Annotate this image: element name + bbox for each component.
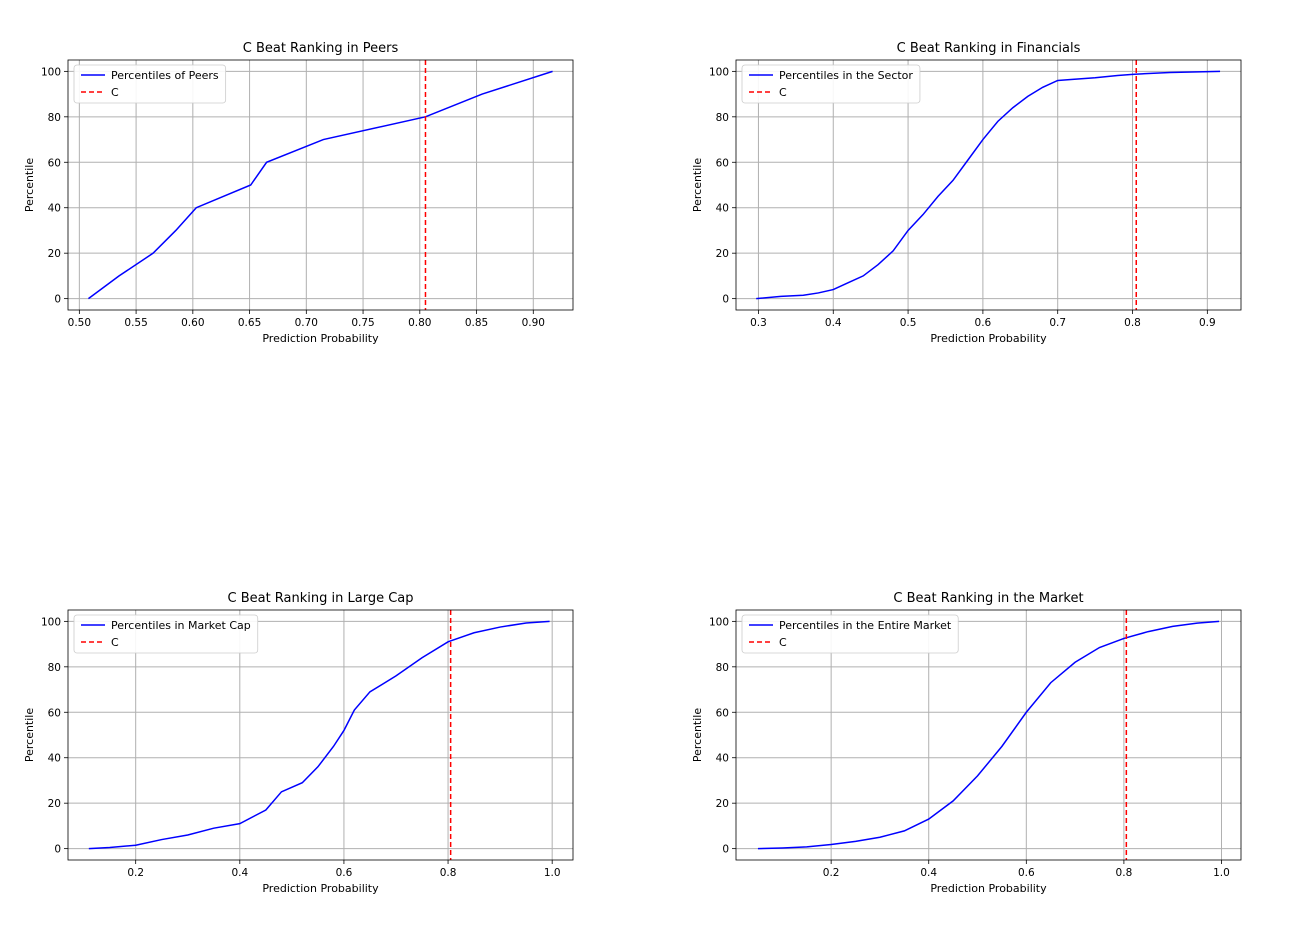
x-tick-label: 0.8: [440, 867, 457, 879]
chart-0: 0.50 0.55 0.60 0.65 0.70 0.75 0.80 0.85 0.90 0 20 4…: [23, 41, 574, 345]
x-tick-label: 0.9: [1199, 317, 1216, 329]
y-tick-label: 0: [722, 294, 729, 306]
legend-series-label: Percentiles in Market Cap: [111, 619, 251, 632]
x-tick-label: 0.80: [408, 317, 431, 329]
legend-box: [73, 64, 227, 104]
x-tick-label: 0.50: [68, 317, 91, 329]
series-line: [87, 70, 553, 300]
y-tick-label: 40: [48, 203, 61, 215]
x-tick-label: 0.55: [124, 317, 147, 329]
series-line: [756, 70, 1221, 300]
y-tick-label: 0: [722, 844, 729, 856]
legend-series-label: Percentiles in the Sector: [779, 69, 913, 82]
x-axis-label: Prediction Probability: [930, 332, 1047, 345]
chart-title: C Beat Ranking in Financials: [897, 41, 1081, 56]
legend-c-label: C: [779, 636, 787, 649]
y-tick-label: 20: [48, 798, 61, 810]
legend-c-label: C: [111, 636, 119, 649]
axes-frame: [735, 609, 1242, 861]
x-axis-label: Prediction Probability: [262, 882, 379, 895]
x-tick-label: 0.85: [465, 317, 488, 329]
x-tick-label: 0.3: [750, 317, 767, 329]
chart-title: C Beat Ranking in the Market: [893, 591, 1083, 606]
y-tick-label: 40: [48, 753, 61, 765]
legend: Percentiles in the Sector C: [741, 64, 921, 104]
chart-title: C Beat Ranking in Peers: [243, 41, 399, 56]
x-tick-label: 0.60: [181, 317, 204, 329]
x-tick-label: 0.65: [238, 317, 261, 329]
legend-series-label: Percentiles of Peers: [111, 69, 219, 82]
x-tick-label: 0.6: [975, 317, 992, 329]
legend-c-label: C: [111, 86, 119, 99]
x-tick-label: 1.0: [1213, 867, 1230, 879]
x-tick-label: 0.5: [900, 317, 917, 329]
y-tick-label: 100: [709, 66, 729, 78]
x-tick-label: 0.4: [920, 867, 937, 879]
axes-frame: [67, 609, 574, 861]
legend: Percentiles in Market Cap C: [73, 614, 259, 654]
y-tick-label: 0: [54, 294, 61, 306]
legend-box: [73, 614, 259, 654]
y-axis-label: Percentile: [23, 158, 36, 213]
y-tick-label: 60: [48, 157, 61, 169]
y-tick-label: 100: [41, 66, 61, 78]
x-tick-label: 0.90: [522, 317, 545, 329]
y-tick-label: 80: [716, 112, 729, 124]
y-tick-label: 20: [716, 248, 729, 260]
y-axis-label: Percentile: [691, 158, 704, 213]
x-tick-label: 0.8: [1124, 317, 1141, 329]
x-tick-label: 0.2: [823, 867, 840, 879]
y-tick-label: 80: [48, 662, 61, 674]
x-tick-label: 0.8: [1116, 867, 1133, 879]
chart-2: 0.2 0.4 0.6 0.8 1.0 0 20 40 60 80 100 C Beat Rankin…: [23, 591, 574, 895]
y-axis-label: Percentile: [691, 708, 704, 763]
chart-title: C Beat Ranking in Large Cap: [227, 591, 413, 606]
y-tick-label: 60: [716, 707, 729, 719]
x-tick-label: 0.2: [127, 867, 144, 879]
y-axis-label: Percentile: [23, 708, 36, 763]
x-tick-label: 0.6: [1018, 867, 1035, 879]
legend-c-label: C: [779, 86, 787, 99]
x-tick-label: 0.4: [825, 317, 842, 329]
legend-series-label: Percentiles in the Entire Market: [779, 619, 952, 632]
x-tick-label: 0.70: [295, 317, 318, 329]
x-axis-label: Prediction Probability: [262, 332, 379, 345]
y-tick-label: 100: [709, 616, 729, 628]
x-tick-label: 0.6: [336, 867, 353, 879]
y-tick-label: 20: [716, 798, 729, 810]
series-line: [757, 620, 1220, 850]
y-tick-label: 100: [41, 616, 61, 628]
axes-frame: [735, 59, 1242, 311]
y-tick-label: 80: [716, 662, 729, 674]
y-tick-label: 40: [716, 203, 729, 215]
y-tick-label: 60: [716, 157, 729, 169]
y-tick-label: 80: [48, 112, 61, 124]
legend: Percentiles in the Entire Market C: [741, 614, 959, 654]
y-tick-label: 0: [54, 844, 61, 856]
legend-box: [741, 614, 959, 654]
x-tick-label: 0.4: [231, 867, 248, 879]
axes-frame: [67, 59, 574, 311]
legend-box: [741, 64, 921, 104]
x-tick-label: 0.75: [351, 317, 374, 329]
legend: Percentiles of Peers C: [73, 64, 227, 104]
chart-1: 0.3 0.4 0.5 0.6 0.7 0.8 0.9 0 20 40 60 80 100 C Beat …: [691, 41, 1242, 345]
x-tick-label: 1.0: [544, 867, 561, 879]
y-tick-label: 20: [48, 248, 61, 260]
y-tick-label: 60: [48, 707, 61, 719]
series-line: [88, 620, 550, 850]
x-tick-label: 0.7: [1049, 317, 1066, 329]
y-tick-label: 40: [716, 753, 729, 765]
chart-3: 0.2 0.4 0.6 0.8 1.0 0 20 40 60 80 100 C Beat Rankin…: [691, 591, 1242, 895]
x-axis-label: Prediction Probability: [930, 882, 1047, 895]
